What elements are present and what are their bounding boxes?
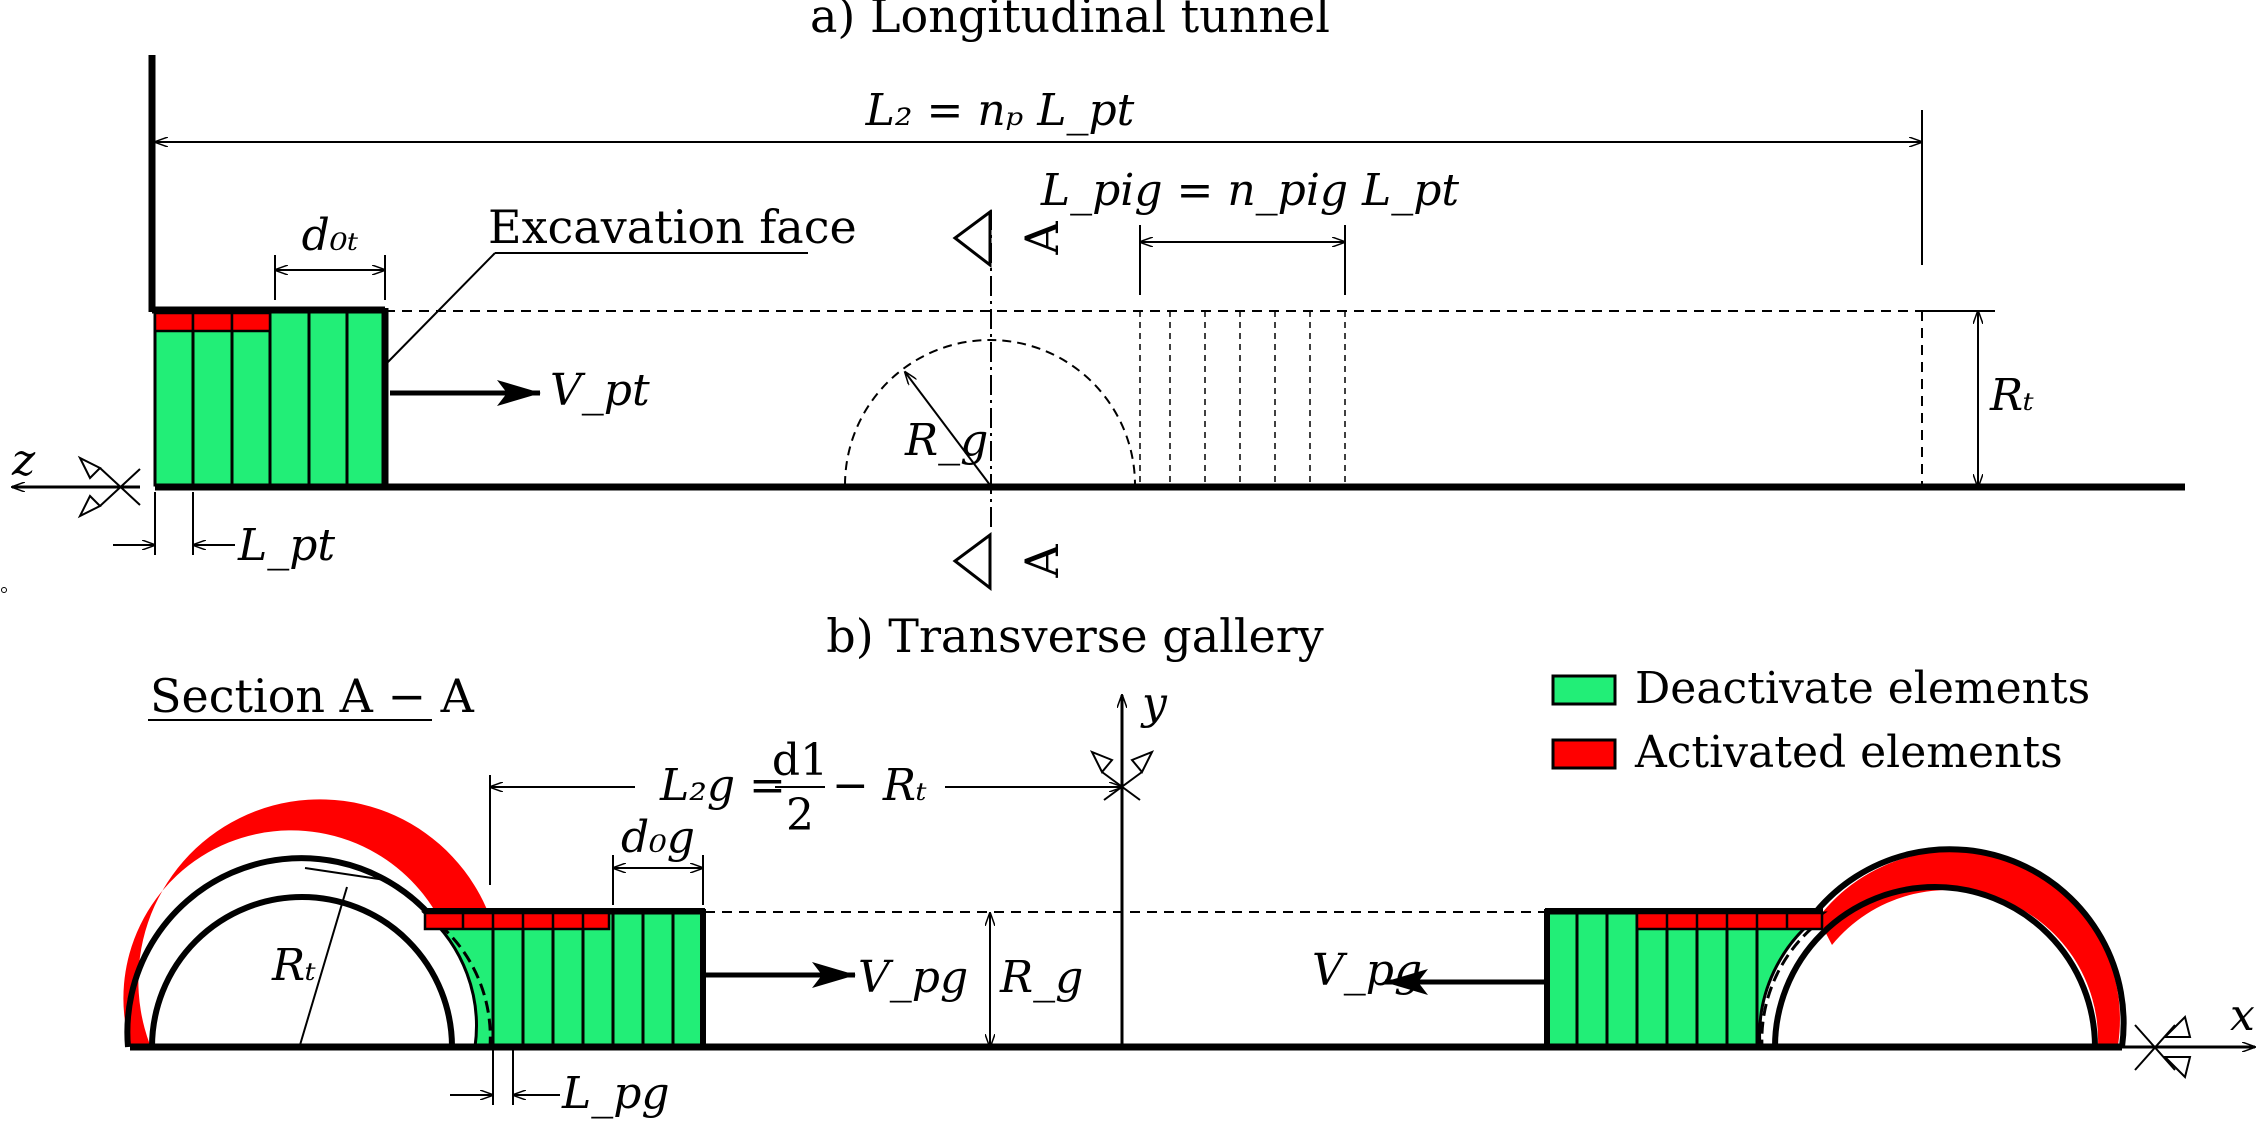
dimension-Lpt bbox=[113, 492, 235, 555]
radius-Rt-line bbox=[299, 886, 348, 1046]
label-d0g: d₀g bbox=[621, 812, 695, 863]
legend-label-deactivated: Deactivate elements bbox=[1635, 663, 2090, 714]
dimension-Lpg bbox=[450, 1050, 560, 1105]
label-L2g-rhs: − Rₜ bbox=[832, 760, 927, 811]
label-z: z bbox=[11, 435, 36, 486]
label-Rg-gallery: R_g bbox=[999, 952, 1083, 1003]
section-label-A-top: A bbox=[1015, 221, 1069, 256]
caption-section-A-A: Section A − A bbox=[150, 669, 475, 723]
symmetry-symbol-x bbox=[2134, 1015, 2192, 1079]
label-L2: L₂ = nₚ L_pt bbox=[865, 85, 1135, 136]
right-gallery-activated-elements bbox=[1635, 911, 1824, 931]
dimension-Lpig bbox=[1139, 225, 1346, 295]
legend-swatch-activated bbox=[1551, 738, 1617, 770]
left-gallery-deactivated-elements bbox=[420, 911, 705, 1049]
legend-label-activated: Activated elements bbox=[1634, 727, 2063, 778]
right-gallery-deactivated-elements bbox=[1545, 911, 1828, 1049]
legend: Deactivate elements Activated elements bbox=[1551, 663, 2090, 778]
left-gallery-activated-elements bbox=[423, 911, 611, 931]
dimension-d0g bbox=[612, 855, 704, 905]
caption-transverse-gallery: b) Transverse gallery bbox=[826, 609, 1324, 663]
dimension-d0t bbox=[274, 255, 386, 300]
pig-elements-dashed bbox=[1139, 311, 1346, 487]
label-L2g-numerator: d1 bbox=[772, 735, 828, 786]
tunnel-walls bbox=[148, 55, 385, 314]
label-Vpg-left: V_pg bbox=[858, 952, 968, 1003]
label-excavation-face: Excavation face bbox=[488, 200, 857, 254]
label-Vpg-right: V_pg bbox=[1312, 945, 1422, 996]
label-L2g: L₂g = bbox=[659, 760, 786, 811]
excavation-face-leader bbox=[384, 252, 808, 366]
caption-longitudinal-tunnel: a) Longitudinal tunnel bbox=[810, 0, 1330, 43]
label-d0t: d₀ₜ bbox=[302, 210, 359, 261]
legend-swatch-deactivated bbox=[1551, 674, 1617, 706]
label-L2g-denominator: 2 bbox=[786, 790, 814, 841]
label-Rt-gallery: Rₜ bbox=[271, 940, 316, 991]
label-Rg: R_g bbox=[904, 415, 988, 466]
label-Vpt: V_pt bbox=[550, 365, 650, 416]
label-x: x bbox=[2230, 990, 2255, 1041]
label-Lpig: L_pig = n_pig L_pt bbox=[1040, 165, 1460, 216]
label-Rt: Rₜ bbox=[1989, 370, 2034, 421]
section-marker-top-triangle bbox=[952, 209, 992, 269]
gallery-outline-dashed bbox=[844, 339, 1136, 486]
label-y: y bbox=[1140, 678, 1168, 729]
right-tunnel-section bbox=[1772, 846, 2127, 1048]
section-marker-bottom-triangle bbox=[952, 532, 992, 592]
dimension-L2 bbox=[155, 110, 1923, 265]
label-Lpt: L_pt bbox=[237, 520, 335, 571]
section-label-A-bottom: A bbox=[1015, 544, 1069, 579]
symmetry-symbol-z bbox=[77, 455, 141, 519]
origin-dot bbox=[1, 587, 7, 593]
longitudinal-activated-elements bbox=[153, 311, 272, 333]
dimension-L2g bbox=[489, 775, 1122, 885]
left-tunnel-section bbox=[123, 799, 491, 1048]
longitudinal-deactivated-elements bbox=[153, 308, 389, 490]
radius-Rg-line bbox=[905, 372, 991, 486]
label-Lpg: L_pg bbox=[561, 1068, 670, 1119]
